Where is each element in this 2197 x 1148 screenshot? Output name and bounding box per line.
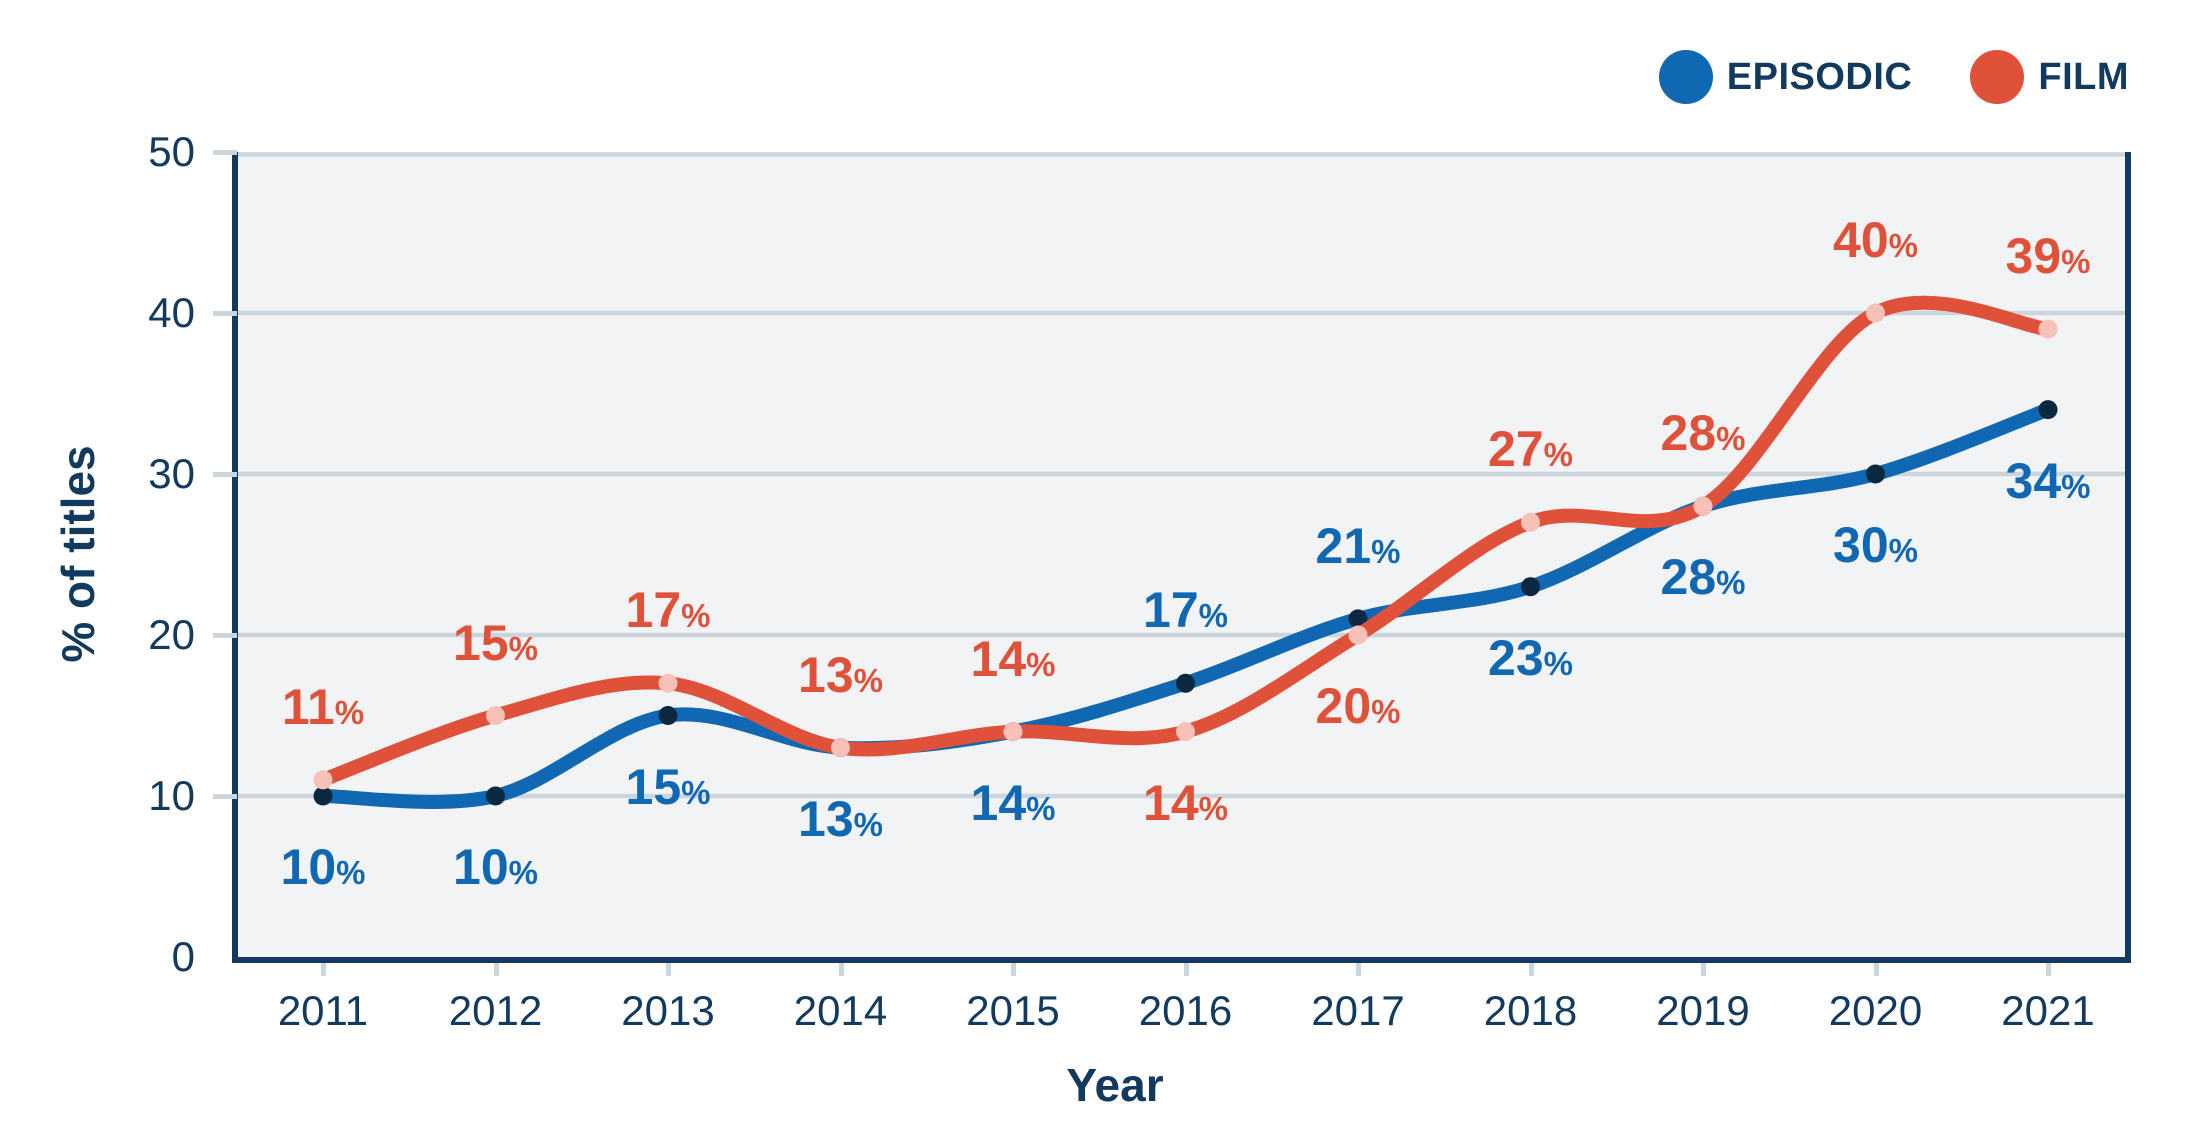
marker-film-2013 [658,673,678,693]
x-tick-label-2017: 2017 [1311,987,1405,1034]
data-label-film-2013: 17% [625,582,711,639]
data-label-episodic-2013: 15% [625,758,711,815]
data-label-episodic-2015: 14% [970,774,1056,831]
data-label-episodic-2012: 10% [453,839,538,895]
marker-film-2015 [1003,722,1023,742]
marker-film-2011 [313,770,333,790]
episodic-dot-icon [1658,50,1713,104]
x-tick-label-2020: 2020 [1828,987,1923,1034]
x-tick-label-2015: 2015 [966,987,1060,1034]
marker-episodic-2011 [313,786,333,806]
x-tick-mark-2013 [666,963,671,976]
data-label-episodic-2021: 34% [2005,452,2091,509]
data-label-film-2017: 20% [1315,678,1401,734]
x-tick-label-2016: 2016 [1138,987,1233,1034]
data-label-film-2018: 27% [1488,421,1573,478]
x-tick-label-2018: 2018 [1483,987,1578,1034]
y-tick-label-30: 30 [148,450,195,497]
data-label-episodic-2014: 13% [798,790,883,847]
x-tick-mark-2017 [1356,963,1361,976]
y-tick-label-50: 50 [148,128,195,175]
y-tick-label-0: 0 [171,933,195,980]
x-axis-title: Year [1066,1059,1164,1111]
x-tick-label-2011: 2011 [277,987,369,1034]
x-tick-mark-2021 [2046,963,2051,976]
marker-film-2021 [2038,319,2058,339]
x-tick-mark-2015 [1011,963,1016,976]
marker-episodic-2012 [486,786,505,806]
y-tick-mark-40 [213,311,237,316]
marker-film-2014 [831,738,850,758]
x-tick-label-2012: 2012 [448,987,543,1034]
data-label-film-2020: 40% [1833,212,1918,268]
data-label-episodic-2019: 28% [1660,549,1746,606]
marker-episodic-2018 [1521,577,1540,597]
film-dot-icon [1970,50,2025,104]
data-label-film-2011: 11% [281,678,365,735]
data-label-film-2019: 28% [1660,405,1746,462]
x-tick-mark-2016 [1183,963,1189,976]
x-tick-mark-2018 [1528,963,1534,976]
data-label-episodic-2020: 30% [1833,517,1918,573]
data-label-film-2012: 15% [453,614,538,671]
data-label-episodic-2018: 23% [1488,629,1573,686]
plot-area: 10% 10% 15% 13% 14% 17% 21% 23% 28% 30% 34% 11% 15% 1… [232,152,2131,963]
x-tick-mark-2019 [1701,963,1706,976]
data-label-film-2021: 39% [2005,228,2091,285]
x-tick-label-2021: 2021 [2001,987,2095,1034]
data-label-episodic-2011: 10% [280,839,366,895]
x-tick-label-2019: 2019 [1656,987,1750,1034]
marker-episodic-2020 [1866,464,1885,484]
marker-film-2017 [1348,625,1368,645]
y-tick-label-20: 20 [148,611,195,658]
data-label-film-2014: 13% [798,646,883,703]
marker-episodic-2013 [658,706,678,725]
legend-label-episodic: EPISODIC [1726,55,1913,98]
x-tick-label-2014: 2014 [793,987,888,1034]
series-line-film [316,295,2055,787]
y-tick-label-10: 10 [148,772,195,819]
y-tick-mark-20 [213,633,237,638]
marker-episodic-2021 [2038,400,2058,420]
marker-episodic-2017 [1348,609,1368,629]
marker-film-2018 [1521,512,1540,532]
legend-item-film: FILM [1970,50,2129,104]
data-label-film-2016: 14% [1143,774,1228,831]
y-tick-label-40: 40 [148,289,195,336]
x-tick-label-2013: 2013 [621,987,715,1034]
x-tick-mark-2014 [838,963,844,976]
marker-film-2020 [1866,303,1885,323]
y-tick-mark-50 [213,150,237,155]
x-tick-mark-2012 [493,963,499,976]
marker-film-2016 [1176,722,1195,742]
chart-legend: EPISODIC FILM [1658,50,2129,104]
legend-label-film: FILM [2038,55,2129,98]
chart-canvas [238,152,2125,809]
data-label-episodic-2016: 17% [1143,582,1228,639]
data-label-episodic-2017: 21% [1315,517,1401,574]
data-label-film-2015: 14% [970,630,1056,687]
marker-film-2019 [1693,496,1713,516]
marker-episodic-2016 [1176,673,1195,693]
x-tick-mark-2011 [321,963,326,976]
y-tick-mark-10 [213,794,237,799]
legend-item-episodic: EPISODIC [1658,50,1913,104]
marker-film-2012 [486,706,505,725]
y-tick-mark-30 [213,472,237,477]
x-tick-mark-2020 [1873,963,1879,976]
